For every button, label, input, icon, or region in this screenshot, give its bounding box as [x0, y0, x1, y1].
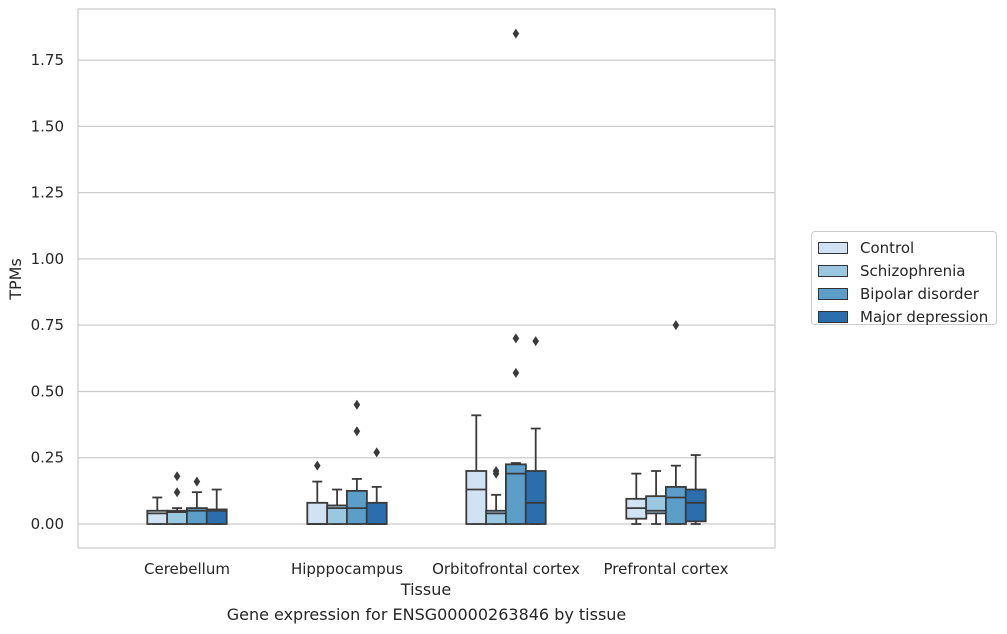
outlier-point: [492, 465, 500, 476]
box-bipolar-disorder: [185, 476, 208, 525]
box-iqr: [684, 488, 707, 523]
legend-item: Control: [818, 236, 996, 259]
legend: Control Schizophrenia Bipolar disorder Majo…: [811, 231, 997, 328]
outlier-point: [512, 28, 520, 39]
box-iqr: [665, 485, 687, 525]
legend-item: Major depression: [818, 305, 996, 328]
x-tick-label: Orbitofrontal cortex: [432, 560, 580, 578]
box-iqr: [205, 508, 228, 525]
box-major-depression: [365, 447, 388, 525]
box-iqr: [306, 501, 329, 525]
y-tick-label: 1.75: [31, 51, 64, 69]
box-schizophrenia: [326, 488, 349, 525]
legend-label: Control: [860, 238, 915, 257]
outlier-point: [314, 460, 321, 471]
legend-label: Bipolar disorder: [860, 284, 979, 303]
box-major-depression: [205, 488, 228, 525]
outlier-point: [672, 320, 680, 331]
outlier-point: [532, 336, 539, 347]
box-major-depression: [524, 336, 547, 525]
plot-area-frame: [77, 8, 776, 549]
legend-label: Major depression: [860, 307, 989, 326]
y-tick-label: 0.75: [31, 316, 64, 334]
box-bipolar-disorder: [345, 399, 368, 525]
outlier-point: [373, 447, 380, 458]
outlier-point: [512, 333, 520, 344]
outlier-point: [512, 367, 520, 378]
box-iqr: [524, 470, 547, 525]
box-iqr: [465, 470, 488, 525]
outlier-point: [173, 471, 181, 482]
legend-swatch: [818, 241, 848, 254]
x-tick-label: Cerebellum: [144, 560, 230, 578]
box-control: [146, 496, 169, 525]
legend-label: Schizophrenia: [860, 261, 966, 280]
legend-swatch: [818, 310, 848, 323]
outlier-point: [353, 399, 361, 410]
outlier-point: [173, 487, 181, 498]
legend-item: Bipolar disorder: [818, 282, 996, 305]
outlier-point: [193, 476, 201, 487]
box-control: [465, 414, 488, 525]
chart-caption: Gene expression for ENSG00000263846 by t…: [226, 605, 627, 624]
box-schizophrenia: [645, 470, 667, 525]
box-bipolar-disorder: [665, 320, 687, 525]
box-schizophrenia: [485, 465, 508, 525]
box-bipolar-disorder: [504, 28, 527, 525]
y-tick-label: 1.25: [31, 184, 64, 202]
y-gridlines: [78, 59, 775, 525]
outlier-point: [353, 426, 361, 437]
x-axis-title: Tissue: [400, 580, 451, 599]
box-control: [306, 460, 329, 525]
y-tick-label: 0.00: [31, 515, 64, 533]
box-iqr: [365, 501, 388, 525]
box-series: [146, 28, 707, 525]
legend-swatch: [818, 264, 848, 277]
x-axis-ticks: Cerebellum Hipppocampus Orbitofrontal cort…: [144, 560, 729, 578]
x-tick-label: Prefrontal cortex: [604, 560, 729, 578]
y-tick-label: 1.00: [31, 250, 64, 268]
y-axis-title: TPMs: [6, 258, 25, 301]
box-control: [625, 472, 648, 525]
legend-item: Schizophrenia: [818, 259, 996, 282]
box-major-depression: [684, 454, 707, 525]
x-tick-label: Hipppocampus: [291, 560, 403, 578]
y-tick-label: 0.25: [31, 449, 64, 467]
y-tick-label: 0.50: [31, 382, 64, 400]
y-tick-label: 1.50: [31, 117, 64, 135]
legend-swatch: [818, 287, 848, 300]
box-schizophrenia: [166, 471, 189, 525]
y-axis-ticks: 0.00 0.25 0.50 0.75 1.00 1.25 1.50 1.75: [31, 51, 64, 533]
